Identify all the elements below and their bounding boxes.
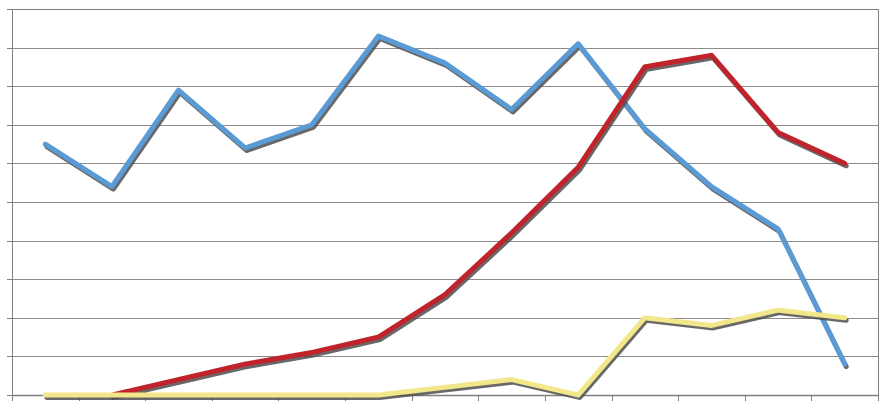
series-2-line — [109, 52, 848, 398]
series-1 — [42, 33, 849, 370]
series-3-line — [42, 307, 848, 398]
series-1-line — [42, 33, 848, 367]
series-2-shadow — [110, 55, 849, 400]
series-group — [42, 33, 849, 400]
axes — [7, 9, 879, 401]
series-2 — [109, 52, 849, 400]
series-3 — [42, 307, 849, 400]
